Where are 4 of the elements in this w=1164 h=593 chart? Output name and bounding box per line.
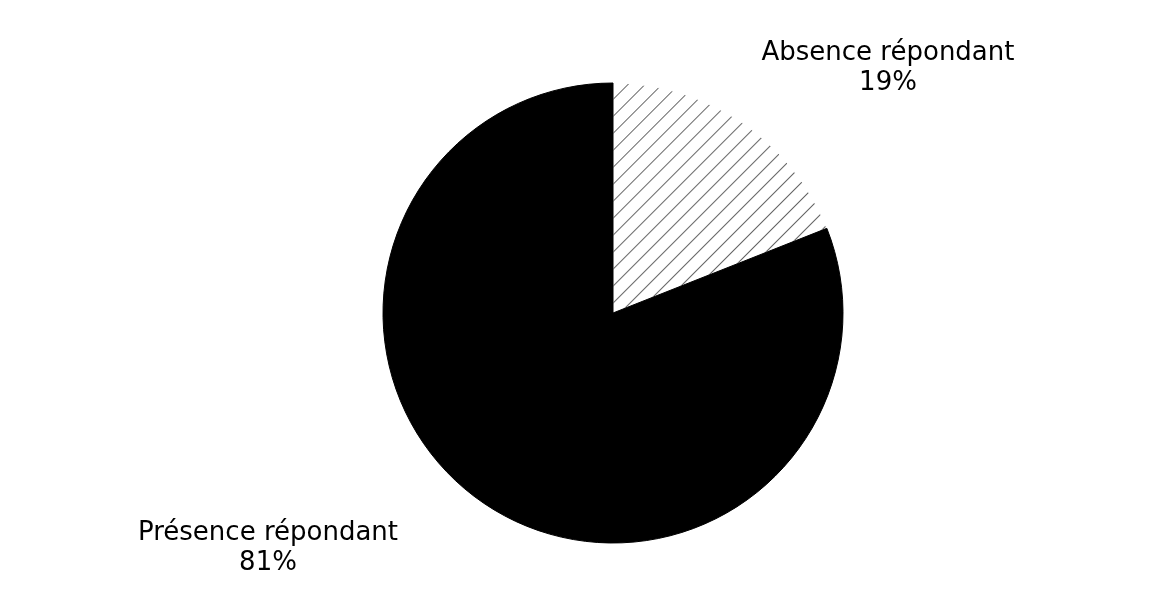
slice-label: Absence répondant [761,35,1015,66]
data-label: 19% [859,65,917,96]
data-label: 81% [239,546,297,576]
slice-label: Présence répondant [137,516,399,546]
